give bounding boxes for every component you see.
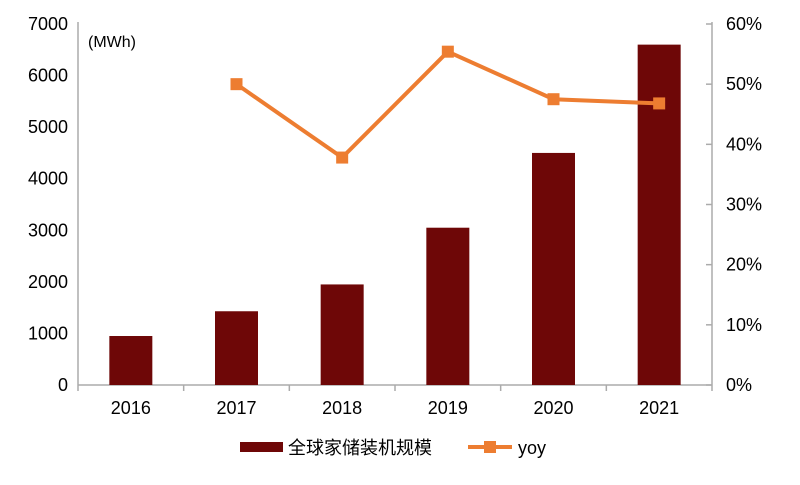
yoy-marker-2020 [547, 93, 560, 106]
left-axis-unit-label: (MWh) [88, 34, 136, 51]
left-axis-tick-label: 2000 [28, 272, 68, 292]
right-axis-tick-label: 30% [726, 195, 762, 215]
left-axis-tick-label: 5000 [28, 117, 68, 137]
left-axis-tick-label: 3000 [28, 220, 68, 240]
x-axis-label-2018: 2018 [322, 398, 362, 418]
x-axis-label-2020: 2020 [533, 398, 573, 418]
left-axis-tick-label: 4000 [28, 169, 68, 189]
left-axis-tick-label: 7000 [28, 14, 68, 34]
yoy-marker-2017 [230, 78, 243, 91]
left-axis-tick-label: 1000 [28, 323, 68, 343]
yoy-marker-2018 [336, 151, 349, 164]
bar-2019 [426, 227, 470, 385]
bar-2018 [320, 284, 364, 385]
yoy-marker-2019 [441, 45, 454, 58]
right-axis-tick-label: 10% [726, 315, 762, 335]
right-axis-tick-label: 60% [726, 14, 762, 34]
bar-2017 [215, 311, 258, 385]
legend-line-marker [484, 441, 496, 453]
legend-yoy-label: yoy [518, 438, 546, 458]
right-axis-tick-label: 40% [726, 134, 762, 154]
yoy-marker-2021 [653, 97, 666, 110]
yoy-line [235, 49, 660, 161]
x-axis-label-2019: 2019 [428, 398, 468, 418]
bar-2021 [637, 44, 681, 385]
right-axis-tick-label: 20% [726, 255, 762, 275]
x-axis-label-2021: 2021 [639, 398, 679, 418]
right-axis-tick-label: 0% [726, 375, 752, 395]
bar-2016 [109, 336, 153, 385]
bar-2020 [532, 152, 575, 385]
left-axis-tick-label: 0 [58, 375, 68, 395]
left-axis-tick-label: 6000 [28, 66, 68, 86]
right-axis-tick-label: 50% [726, 74, 762, 94]
x-axis-label-2016: 2016 [111, 398, 151, 418]
x-axis-label-2017: 2017 [216, 398, 256, 418]
legend-bar-label: 全球家储装机规模 [288, 438, 432, 458]
legend-bar-swatch [240, 442, 283, 452]
